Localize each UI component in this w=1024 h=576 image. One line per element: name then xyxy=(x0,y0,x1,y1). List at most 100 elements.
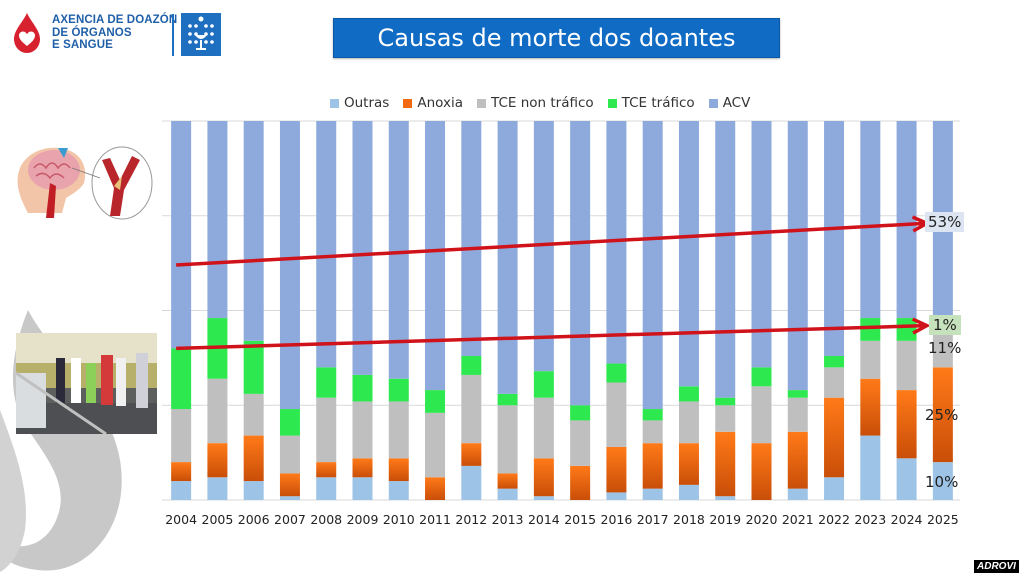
bar-segment-tce-tr-fico-2013 xyxy=(497,393,518,406)
x-tick-label-2007: 2007 xyxy=(274,512,306,527)
bar-segment-outras-2023 xyxy=(860,435,881,500)
bar-stack-2016 xyxy=(606,121,627,500)
bar-segment-tce-non-tr-fico-2020 xyxy=(751,386,772,444)
bar-segment-acv-2015 xyxy=(570,121,591,406)
watermark: ADROVI xyxy=(974,560,1019,573)
bar-segment-tce-tr-fico-2010 xyxy=(388,378,409,402)
bar-segment-anoxia-2008 xyxy=(316,462,337,478)
bar-stack-2008 xyxy=(316,121,337,500)
bar-segment-acv-2019 xyxy=(715,121,736,398)
agency-name: AXENCIA DE DOAZÓN DE ÓRGANOS E SANGUE xyxy=(52,14,177,52)
x-tick-label-2014: 2014 xyxy=(528,512,560,527)
logo-divider xyxy=(172,14,174,56)
bar-stack-2023 xyxy=(860,121,881,500)
legend-swatch-outras xyxy=(330,98,339,108)
bar-segment-outras-2021 xyxy=(787,488,808,500)
bar-stack-2004 xyxy=(171,121,192,500)
blood-drop-heart-icon xyxy=(14,13,40,53)
x-tick-label-2025: 2025 xyxy=(927,512,959,527)
tce-non-trafico-annotation-label: 11% xyxy=(928,339,962,357)
tce-trafico-annotation-label: 1% xyxy=(929,315,961,335)
bar-segment-tce-non-tr-fico-2008 xyxy=(316,397,337,463)
x-tick-label-2012: 2012 xyxy=(455,512,487,527)
bar-segment-tce-tr-fico-2022 xyxy=(824,355,845,368)
bar-segment-tce-non-tr-fico-2022 xyxy=(824,367,845,398)
bar-stack-2007 xyxy=(279,121,300,500)
agency-name-line-3: E SANGUE xyxy=(52,39,113,51)
slide-title: Causas de morte dos doantes xyxy=(333,18,780,58)
x-tick-label-2018: 2018 xyxy=(673,512,705,527)
bar-segment-tce-tr-fico-2007 xyxy=(279,409,300,436)
bar-segment-anoxia-2004 xyxy=(171,462,192,482)
legend-swatch-anoxia xyxy=(403,98,413,108)
bar-segment-tce-non-tr-fico-2019 xyxy=(715,405,736,432)
bar-segment-tce-non-tr-fico-2013 xyxy=(497,405,518,474)
bar-segment-tce-tr-fico-2006 xyxy=(243,340,264,394)
bar-segment-acv-2011 xyxy=(425,121,446,391)
bar-stack-2014 xyxy=(533,121,554,500)
legend-item-acv: ACV xyxy=(708,95,750,111)
legend-item-outras: Outras xyxy=(330,95,389,111)
bar-stack-2022 xyxy=(824,121,845,500)
bar-segment-tce-non-tr-fico-2016 xyxy=(606,382,627,447)
bar-segment-outras-2007 xyxy=(279,496,300,500)
bar-stack-2025 xyxy=(932,121,953,500)
x-tick-label-2017: 2017 xyxy=(637,512,669,527)
bar-segment-outras-2024 xyxy=(896,458,917,500)
bar-stack-2011 xyxy=(425,121,446,500)
bar-segment-anoxia-2018 xyxy=(678,443,699,485)
x-tick-label-2020: 2020 xyxy=(746,512,778,527)
bar-segment-tce-non-tr-fico-2024 xyxy=(896,340,917,391)
x-tick-label-2004: 2004 xyxy=(165,512,197,527)
bar-segment-anoxia-2021 xyxy=(787,431,808,489)
bar-stack-2018 xyxy=(678,121,699,500)
legend-item-tce-trafico: TCE tráfico xyxy=(607,95,695,111)
bar-segment-outras-2004 xyxy=(171,481,192,500)
bar-segment-tce-non-tr-fico-2025 xyxy=(932,325,953,368)
bar-segment-anoxia-2020 xyxy=(751,443,772,500)
x-tick-label-2021: 2021 xyxy=(782,512,814,527)
legend-item-tce-non-trafico: TCE non tráfico xyxy=(477,95,594,111)
bar-segment-anoxia-2015 xyxy=(570,465,591,500)
bar-segment-tce-non-tr-fico-2011 xyxy=(425,412,446,478)
legend-label-tce-trafico: TCE tráfico xyxy=(621,95,695,111)
bar-segment-acv-2010 xyxy=(388,121,409,379)
bar-stack-2005 xyxy=(207,121,228,500)
bar-segment-acv-2007 xyxy=(279,121,300,410)
agency-name-line-1: AXENCIA DE DOAZÓN xyxy=(52,14,178,26)
x-tick-label-2005: 2005 xyxy=(202,512,234,527)
bar-segment-anoxia-2025 xyxy=(932,367,953,463)
bar-stack-2020 xyxy=(751,121,772,500)
acv-annotation-label: 53% xyxy=(925,212,965,232)
bar-stack-2010 xyxy=(388,121,409,500)
bar-segment-anoxia-2011 xyxy=(425,477,446,500)
x-tick-label-2023: 2023 xyxy=(854,512,886,527)
bar-segment-anoxia-2007 xyxy=(279,473,300,497)
bar-segment-acv-2012 xyxy=(461,121,482,356)
bar-segment-anoxia-2006 xyxy=(243,435,264,482)
bar-segment-anoxia-2017 xyxy=(642,443,663,489)
bar-segment-anoxia-2022 xyxy=(824,397,845,478)
bar-segment-tce-tr-fico-2014 xyxy=(533,371,554,398)
outras-annotation-label: 10% xyxy=(925,473,959,491)
bar-segment-tce-tr-fico-2012 xyxy=(461,355,482,375)
bar-segment-tce-non-tr-fico-2014 xyxy=(533,397,554,459)
bar-segment-acv-2006 xyxy=(243,121,264,341)
stroke-illustration xyxy=(10,128,160,220)
legend-swatch-acv xyxy=(708,98,718,108)
bar-segment-tce-non-tr-fico-2015 xyxy=(570,420,591,466)
bar-segment-outras-2010 xyxy=(388,481,409,500)
trend-arrow-line-2 xyxy=(176,323,925,351)
bar-segment-acv-2008 xyxy=(316,121,337,368)
bar-segment-tce-tr-fico-2017 xyxy=(642,409,663,421)
bar-segment-tce-non-tr-fico-2021 xyxy=(787,397,808,432)
agency-logo: AXENCIA DE DOAZÓN DE ÓRGANOS E SANGUE xyxy=(10,10,221,60)
bar-segment-tce-non-tr-fico-2007 xyxy=(279,435,300,474)
bar-segment-tce-tr-fico-2018 xyxy=(678,386,699,402)
bar-stack-2006 xyxy=(243,121,264,500)
x-tick-label-2022: 2022 xyxy=(818,512,850,527)
bar-segment-acv-2018 xyxy=(678,121,699,387)
bar-segment-tce-tr-fico-2009 xyxy=(352,374,373,402)
bar-segment-outras-2016 xyxy=(606,492,627,500)
x-tick-label-2011: 2011 xyxy=(419,512,451,527)
